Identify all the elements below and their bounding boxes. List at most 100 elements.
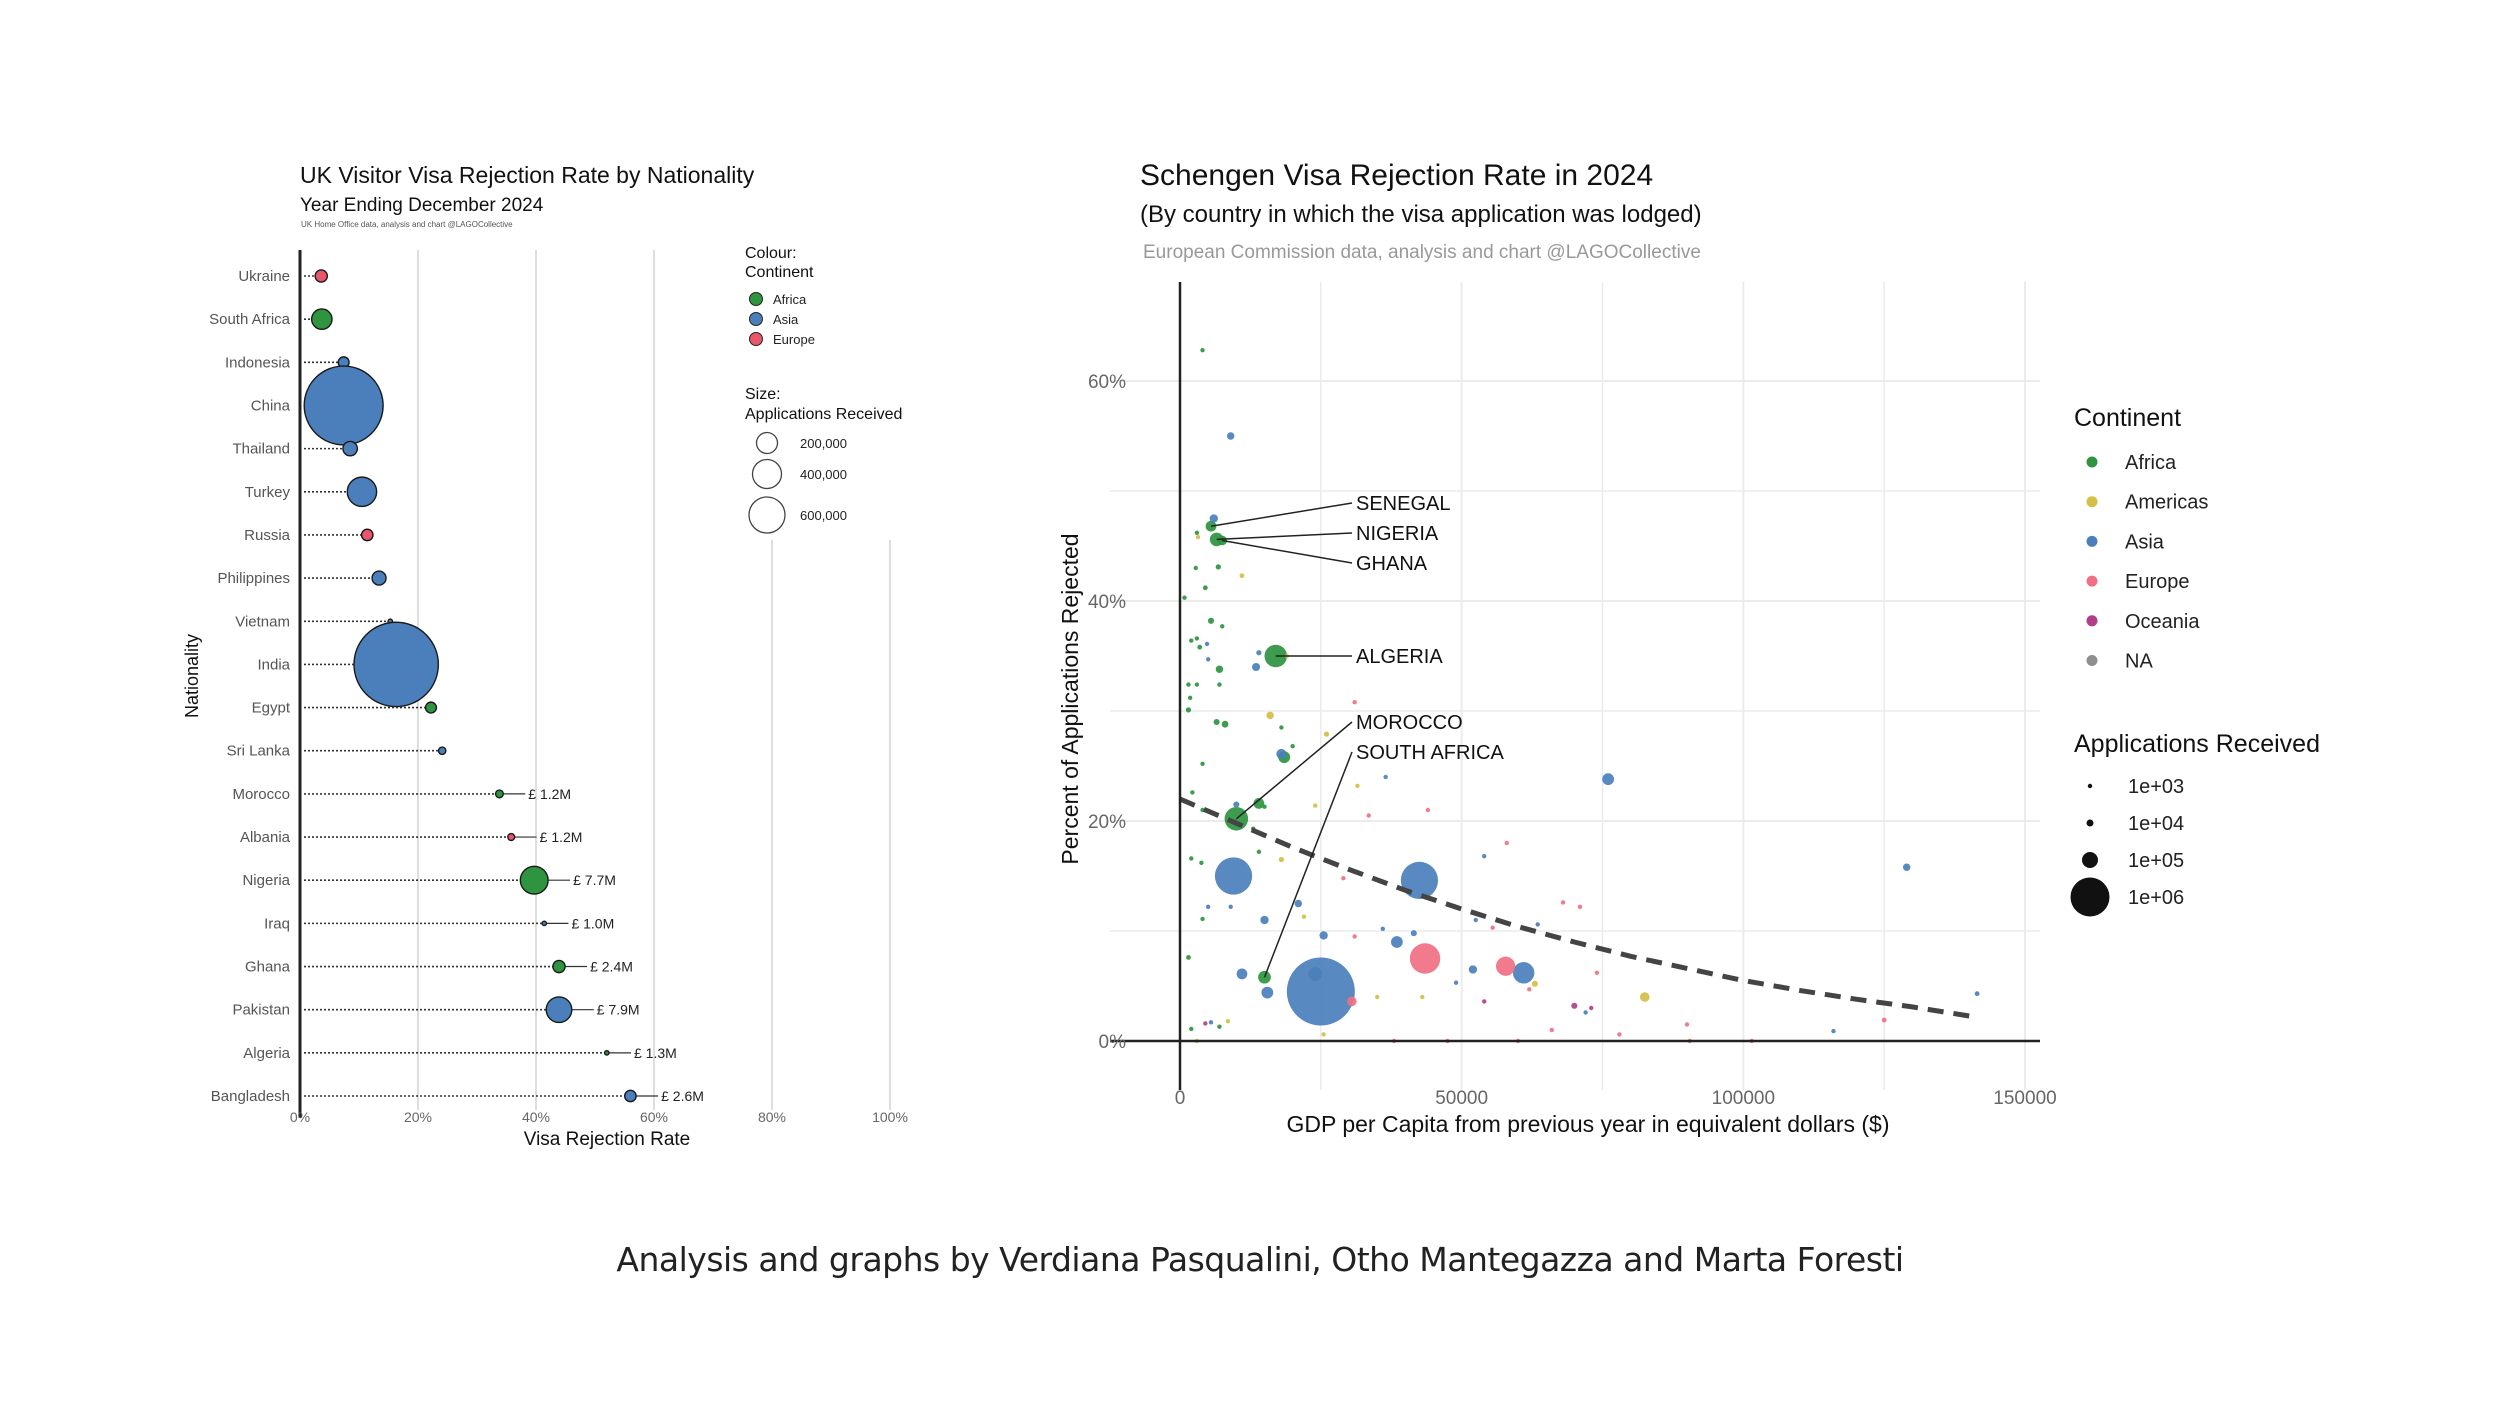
schengen-point <box>1203 1021 1208 1026</box>
uk-row: Nigeria £ 7.7M <box>242 865 616 895</box>
schengen-x-tick-label: 150000 <box>1993 1088 2056 1109</box>
schengen-legend-colour-label: Americas <box>2125 492 2208 514</box>
uk-x-tick-label: 20% <box>404 1109 432 1125</box>
schengen-point <box>1321 1032 1326 1037</box>
schengen-legend-size-swatch <box>2086 819 2094 827</box>
uk-row-label: South Africa <box>209 311 291 328</box>
schengen-legend: Continent Africa Americas Asia Europe Oceani… <box>2070 404 2320 917</box>
schengen-point <box>1495 956 1516 976</box>
uk-row-bubble <box>346 476 378 508</box>
schengen-point <box>1194 682 1200 687</box>
schengen-chart-title: Schengen Visa Rejection Rate in 2024 <box>1140 159 1653 192</box>
schengen-point <box>1313 803 1318 808</box>
schengen-point <box>1301 914 1307 919</box>
schengen-y-tick-label: 60% <box>1088 372 1126 393</box>
uk-x-tick-label: 40% <box>522 1109 550 1125</box>
schengen-annotation-label: GHANA <box>1356 553 1428 575</box>
uk-row-bubble <box>424 701 438 714</box>
uk-row-bubble <box>342 440 359 457</box>
uk-legend-size-label: 400,000 <box>800 467 847 482</box>
schengen-annotation-label: SOUTH AFRICA <box>1356 742 1504 764</box>
schengen-point <box>1974 991 1980 997</box>
schengen-point <box>1453 980 1459 985</box>
uk-x-tick-label: 80% <box>758 1109 786 1125</box>
uk-legend-size-title: Size: <box>745 386 781 403</box>
uk-legend: Colour: Continent Africa Asia Europe Size:… <box>745 245 902 534</box>
schengen-point <box>1490 925 1495 930</box>
schengen-legend-size-label: 1e+06 <box>2128 887 2184 909</box>
uk-row-bubble <box>507 832 516 842</box>
schengen-point <box>1594 970 1600 975</box>
schengen-point <box>1294 899 1303 908</box>
uk-row: Egypt <box>252 700 438 717</box>
uk-x-tick-label: 60% <box>640 1109 668 1125</box>
uk-x-tick-label: 100% <box>872 1109 908 1125</box>
uk-row-label: India <box>257 656 290 673</box>
schengen-point <box>1185 707 1192 713</box>
footer-credit: Analysis and graphs by Verdiana Pasquali… <box>616 1240 1904 1279</box>
schengen-point <box>1549 1027 1555 1033</box>
schengen-points <box>1182 348 1980 1044</box>
uk-legend-size-swatch <box>748 496 786 534</box>
uk-row-bubble <box>552 959 566 974</box>
schengen-annotation-leader <box>1235 721 1353 820</box>
schengen-point <box>1239 573 1245 579</box>
uk-x-axis-label: Visa Rejection Rate <box>524 1129 691 1150</box>
uk-row-label: Vietnam <box>235 613 290 630</box>
schengen-point <box>1352 700 1357 705</box>
schengen-visa-chart: Schengen Visa Rejection Rate in 2024 (By… <box>1057 159 2320 1137</box>
uk-legend-colour-swatch <box>749 332 763 346</box>
schengen-point <box>1278 856 1285 863</box>
schengen-point <box>1194 530 1200 535</box>
schengen-y-tick-label: 40% <box>1088 592 1126 613</box>
schengen-point <box>1639 992 1650 1002</box>
schengen-point <box>1190 790 1195 795</box>
schengen-point <box>1199 860 1204 865</box>
schengen-point <box>1504 840 1509 846</box>
schengen-point <box>1193 565 1198 571</box>
uk-row: Albania £ 1.2M <box>240 829 583 846</box>
schengen-point <box>1341 876 1346 881</box>
schengen-point <box>1276 748 1287 759</box>
schengen-tick-labels: 0 50000 100000 150000 0% 20% 40% 60% <box>1088 372 2057 1109</box>
uk-row-annotation: £ 7.7M <box>573 872 616 888</box>
schengen-point <box>1473 917 1478 923</box>
schengen-annotation-label: MOROCCO <box>1356 712 1463 734</box>
uk-y-axis-label: Nationality <box>182 634 202 718</box>
uk-row: Morocco £ 1.2M <box>232 786 571 803</box>
uk-row: Bangladesh £ 2.6M <box>211 1088 704 1105</box>
schengen-point <box>1577 904 1583 909</box>
schengen-point <box>1583 1010 1588 1015</box>
schengen-point <box>1214 857 1253 895</box>
schengen-point <box>1602 773 1615 786</box>
schengen-legend-size-swatch <box>2070 877 2110 917</box>
schengen-y-tick-label: 20% <box>1088 812 1126 833</box>
schengen-annotation-label: NIGERIA <box>1356 523 1439 545</box>
uk-row-label: Egypt <box>252 700 291 717</box>
schengen-point <box>1236 968 1248 980</box>
uk-row: Ghana £ 2.4M <box>245 959 633 976</box>
schengen-annotation-leader <box>1263 751 1353 978</box>
schengen-legend-colour-label: Europe <box>2125 571 2190 593</box>
schengen-point <box>1215 665 1224 673</box>
schengen-point <box>1383 774 1388 780</box>
uk-row-bubble <box>541 920 548 927</box>
schengen-legend-size-label: 1e+04 <box>2128 813 2184 835</box>
schengen-annotations: SENEGAL NIGERIA GHANA ALGERIA MOROCCO SOUTH A… <box>1210 493 1504 978</box>
uk-row: India <box>257 621 440 708</box>
schengen-point <box>1205 904 1211 909</box>
schengen-point <box>1194 636 1200 641</box>
uk-legend-size-swatch <box>751 458 783 490</box>
uk-row-label: Turkey <box>245 484 291 501</box>
schengen-point <box>1252 662 1261 672</box>
uk-row-bubble <box>353 621 440 708</box>
uk-row-bubble <box>360 528 374 542</box>
schengen-legend-size-swatch <box>2082 852 2098 868</box>
uk-legend-colour-label: Europe <box>773 332 815 347</box>
schengen-legend-colour-swatch <box>2086 575 2098 587</box>
uk-chart-subtitle: Year Ending December 2024 <box>300 195 544 216</box>
uk-row-label: Nigeria <box>242 872 290 889</box>
schengen-point <box>1182 595 1187 600</box>
schengen-point <box>1347 996 1357 1007</box>
schengen-point <box>1425 807 1431 813</box>
